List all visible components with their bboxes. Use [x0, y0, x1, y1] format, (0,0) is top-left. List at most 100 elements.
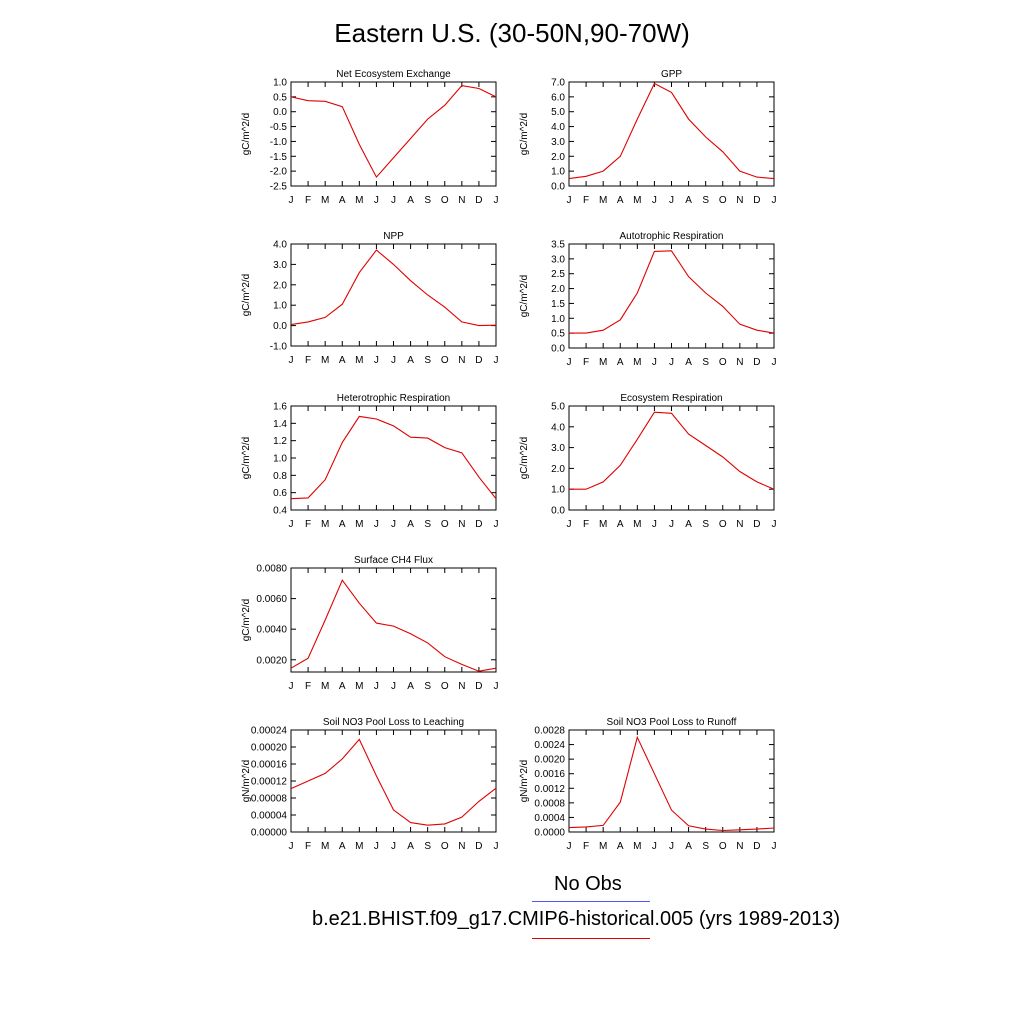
y-tick-label: 0.0060 [256, 594, 287, 605]
y-axis-label: gC/m^2/d [241, 599, 252, 642]
x-tick-label: S [702, 195, 709, 206]
x-tick-label: A [339, 355, 346, 366]
y-tick-label: 0.4 [273, 506, 287, 517]
series-line [569, 250, 775, 334]
y-tick-label: 0.0024 [534, 740, 565, 751]
y-tick-label: 0.00012 [251, 777, 288, 788]
y-tick-label: 0.0004 [534, 813, 565, 824]
y-tick-label: 1.0 [273, 301, 287, 312]
y-axis-label: gC/m^2/d [241, 113, 252, 156]
series-line [290, 738, 497, 826]
y-tick-label: -2.5 [270, 182, 288, 193]
y-tick-label: 1.0 [551, 314, 565, 325]
panel-title: Autotrophic Respiration [620, 231, 724, 242]
y-tick-label: -0.5 [270, 122, 288, 133]
y-tick-label: -1.5 [270, 152, 288, 163]
y-tick-label: 0.0000 [534, 828, 565, 839]
y-tick-label: 1.4 [273, 419, 287, 430]
x-tick-label: J [567, 357, 572, 368]
y-tick-label: 0.0080 [256, 564, 287, 575]
x-tick-label: J [652, 519, 657, 530]
x-tick-label: O [441, 681, 449, 692]
y-tick-label: 1.0 [551, 167, 565, 178]
x-tick-label: J [391, 195, 396, 206]
y-axis-label: gN/m^2/d [241, 760, 252, 803]
x-tick-label: M [633, 195, 641, 206]
x-tick-label: M [633, 519, 641, 530]
x-tick-label: M [321, 355, 329, 366]
x-tick-label: F [305, 519, 311, 530]
y-tick-label: 6.0 [551, 92, 565, 103]
x-tick-label: J [494, 195, 499, 206]
y-tick-label: 0.5 [273, 92, 287, 103]
y-tick-label: 5.0 [551, 402, 565, 413]
y-tick-label: 0.0028 [534, 726, 565, 737]
y-tick-label: 2.0 [551, 464, 565, 475]
x-tick-label: M [599, 519, 607, 530]
figure-title: Eastern U.S. (30-50N,90-70W) [334, 18, 690, 48]
y-tick-label: 0.00020 [251, 743, 288, 754]
y-tick-label: 0.0 [273, 321, 287, 332]
y-tick-label: 3.0 [551, 254, 565, 265]
x-tick-label: O [719, 195, 727, 206]
panel-6: Surface CH4 Flux gC/m^2/d 0.0080 0.0060 0.00… [241, 555, 499, 692]
x-tick-label: A [617, 519, 624, 530]
panel-frame [290, 729, 497, 833]
x-tick-label: M [599, 195, 607, 206]
legend-model-label: b.e21.BHIST.f09_g17.CMIP6-historical.005… [312, 908, 841, 930]
y-tick-label: 3.0 [551, 137, 565, 148]
y-tick-label: 0.0020 [256, 655, 287, 666]
y-tick-label: 1.0 [551, 485, 565, 496]
y-tick-label: 0.0 [551, 344, 565, 355]
panel-title: Soil NO3 Pool Loss to Leaching [323, 717, 464, 728]
x-tick-label: J [772, 195, 777, 206]
y-tick-label: 3.5 [551, 240, 565, 251]
x-tick-label: S [702, 357, 709, 368]
panel-5: Ecosystem Respiration gC/m^2/d 5.0 4.0 3.0 2.… [519, 393, 777, 530]
panel-title: GPP [661, 69, 682, 80]
x-tick-label: F [305, 355, 311, 366]
series-line [290, 415, 497, 500]
x-tick-label: N [736, 195, 743, 206]
y-axis-label: gC/m^2/d [241, 437, 252, 480]
x-tick-label: O [719, 519, 727, 530]
x-tick-label: J [494, 681, 499, 692]
x-tick-label: J [289, 681, 294, 692]
x-tick-label: A [617, 195, 624, 206]
x-tick-label: S [424, 681, 431, 692]
x-tick-label: D [753, 519, 760, 530]
y-tick-label: 3.0 [273, 260, 287, 271]
panel-frame [290, 243, 497, 347]
y-axis-label: gC/m^2/d [519, 275, 530, 318]
x-tick-label: J [652, 841, 657, 852]
x-tick-label: J [652, 357, 657, 368]
x-tick-label: M [355, 355, 363, 366]
y-tick-label: 1.2 [273, 436, 287, 447]
x-tick-label: A [407, 681, 414, 692]
x-tick-label: S [702, 519, 709, 530]
x-tick-label: J [374, 519, 379, 530]
x-tick-label: D [475, 841, 482, 852]
x-tick-label: J [391, 519, 396, 530]
x-tick-label: D [475, 519, 482, 530]
panel-8: Soil NO3 Pool Loss to Runoff gN/m^2/d 0.00… [519, 717, 777, 852]
x-tick-label: F [583, 195, 589, 206]
y-tick-label: -1.0 [270, 342, 288, 353]
x-tick-label: M [321, 519, 329, 530]
x-tick-label: J [391, 681, 396, 692]
y-axis-label: gC/m^2/d [241, 274, 252, 317]
x-tick-label: O [441, 195, 449, 206]
panel-frame [568, 729, 775, 833]
y-tick-label: 0.0016 [534, 769, 565, 780]
y-tick-label: 0.0008 [534, 798, 565, 809]
x-tick-label: N [458, 841, 465, 852]
y-tick-label: 2.0 [273, 280, 287, 291]
x-tick-label: S [424, 841, 431, 852]
y-tick-label: 0.8 [273, 471, 287, 482]
y-tick-label: 0.0 [551, 506, 565, 517]
y-tick-label: 0.00008 [251, 794, 288, 805]
x-tick-label: M [321, 681, 329, 692]
panel-frame [290, 567, 497, 673]
x-tick-label: M [599, 357, 607, 368]
